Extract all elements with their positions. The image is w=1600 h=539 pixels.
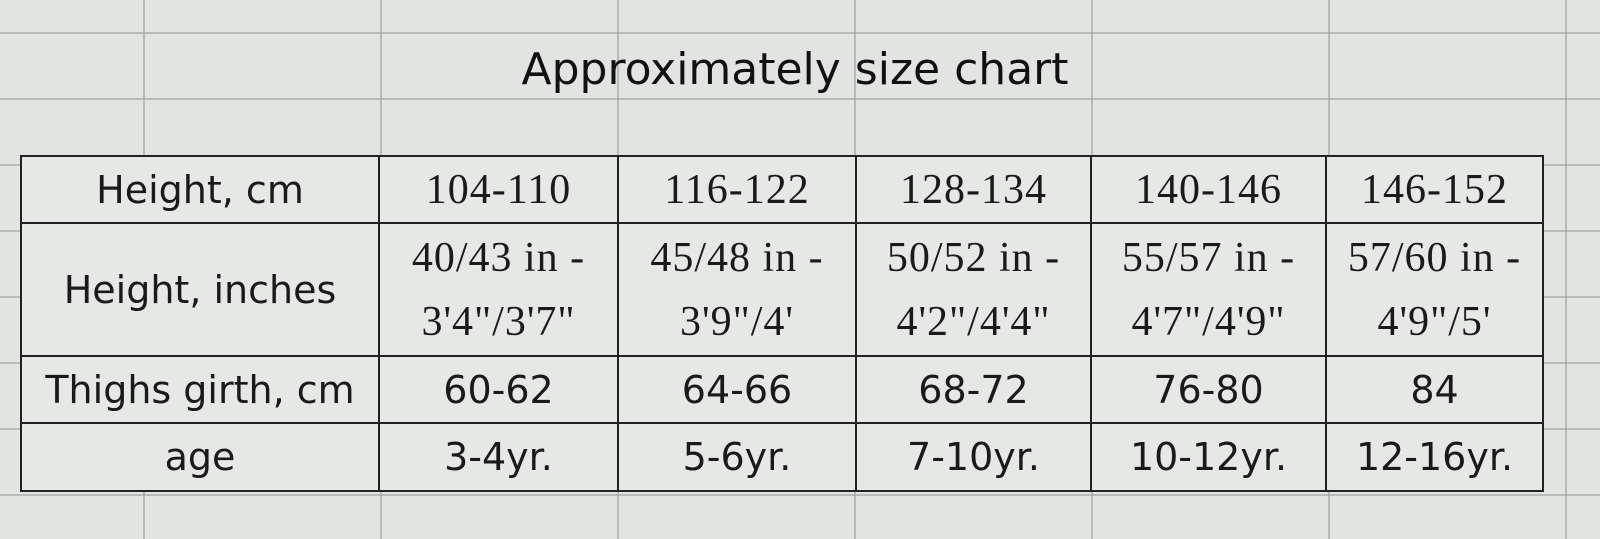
row-label: age xyxy=(164,435,236,479)
table-cell: 116-122 xyxy=(617,155,857,224)
table-cell: 104-110 xyxy=(378,155,619,224)
cell-text-line: 57/60 in - xyxy=(1347,234,1522,281)
cell-text-line: 3'4"/3'7" xyxy=(421,298,576,345)
table-cell: 7-10yr. xyxy=(855,422,1092,492)
chart-title: Approximately size chart xyxy=(521,44,1069,95)
row-label: Height, cm xyxy=(96,167,304,212)
table-cell: 5-6yr. xyxy=(617,422,857,492)
cell-text-line: 45/48 in - xyxy=(650,234,824,281)
cell-text: 68-72 xyxy=(918,367,1029,412)
cell-text-line: 4'9"/5' xyxy=(1377,298,1492,345)
cell-text: 116-122 xyxy=(664,166,810,213)
row-label-cell: Height, inches xyxy=(20,222,380,357)
cell-text: 64-66 xyxy=(681,367,793,412)
table-cell: 55/57 in - 4'7"/4'9" xyxy=(1090,222,1327,357)
cell-text: 76-80 xyxy=(1153,367,1264,412)
cell-text: 5-6yr. xyxy=(682,435,792,479)
cell-text-line: 40/43 in - xyxy=(411,234,586,281)
cell-text: 140-146 xyxy=(1135,166,1282,213)
cell-text: 128-134 xyxy=(900,166,1047,213)
table-cell: 57/60 in - 4'9"/5' xyxy=(1325,222,1544,357)
cell-text: 3-4yr. xyxy=(444,435,553,479)
table-cell: 12-16yr. xyxy=(1325,422,1544,492)
cell-text: 60-62 xyxy=(443,367,554,412)
table-cell: 68-72 xyxy=(855,355,1092,424)
table-cell: 146-152 xyxy=(1325,155,1544,224)
table-cell: 84 xyxy=(1325,355,1544,424)
row-label-cell: Thighs girth, cm xyxy=(20,355,380,424)
row-label: Height, inches xyxy=(63,267,337,312)
table-cell: 40/43 in - 3'4"/3'7" xyxy=(378,222,619,357)
table-cell: 45/48 in - 3'9"/4' xyxy=(617,222,857,357)
table-cell: 64-66 xyxy=(617,355,857,424)
cell-text-line: 3'9"/4' xyxy=(680,298,794,345)
table-cell: 140-146 xyxy=(1090,155,1327,224)
table-cell: 60-62 xyxy=(378,355,619,424)
cell-text: 12-16yr. xyxy=(1355,435,1514,479)
row-label: Thighs girth, cm xyxy=(45,367,355,412)
table-cell: 3-4yr. xyxy=(378,422,619,492)
cell-text: 146-152 xyxy=(1361,166,1508,213)
table-cell: 50/52 in - 4'2"/4'4" xyxy=(855,222,1092,357)
row-label-cell: Height, cm xyxy=(20,155,380,224)
table-cell: 128-134 xyxy=(855,155,1092,224)
cell-text: 84 xyxy=(1410,367,1459,412)
cell-text-line: 4'2"/4'4" xyxy=(896,298,1051,345)
row-label-cell: age xyxy=(20,422,380,492)
cell-text-line: 4'7"/4'9" xyxy=(1131,298,1286,345)
cell-text-line: 50/52 in - xyxy=(886,234,1061,281)
cell-text: 104-110 xyxy=(425,166,572,213)
table-cell: 10-12yr. xyxy=(1090,422,1327,492)
cell-text-line: 55/57 in - xyxy=(1121,234,1296,281)
cell-text: 10-12yr. xyxy=(1129,435,1288,479)
table-cell: 76-80 xyxy=(1090,355,1327,424)
cell-text: 7-10yr. xyxy=(907,435,1040,479)
